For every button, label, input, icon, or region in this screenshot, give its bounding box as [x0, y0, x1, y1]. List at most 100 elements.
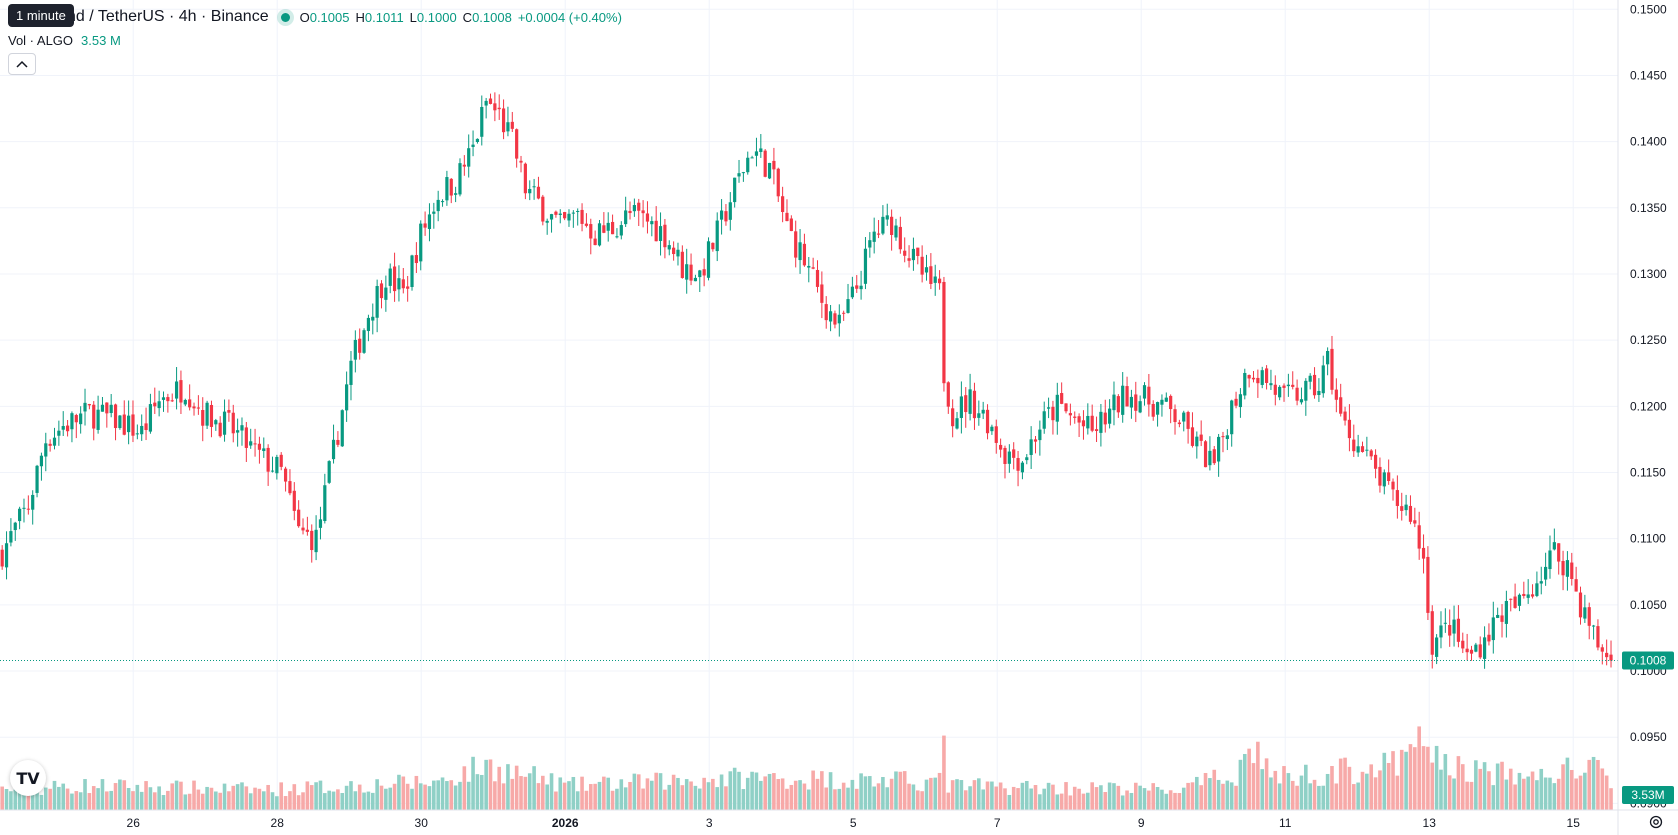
volume-bar — [545, 784, 549, 810]
volume-bar — [227, 791, 231, 810]
volume-bar — [340, 793, 345, 810]
last-volume-badge — [1622, 786, 1674, 804]
volume-bar — [240, 782, 244, 810]
candle-body — [1234, 398, 1238, 406]
volume-bar — [998, 782, 1003, 810]
candle-body — [663, 224, 667, 248]
candle-body — [1264, 368, 1269, 383]
volume-bar — [471, 756, 475, 810]
candle-body — [1469, 649, 1474, 654]
volume-bar — [248, 793, 253, 810]
volume-bar — [1304, 764, 1308, 810]
volume-bar — [719, 774, 724, 810]
volume-bar — [1495, 763, 1500, 810]
volume-bar — [270, 792, 275, 810]
candle-body — [689, 264, 693, 281]
candle-body — [964, 395, 968, 413]
volume-bar — [1434, 745, 1439, 810]
candle-body — [18, 508, 22, 522]
candle-body — [968, 389, 972, 414]
candle-body — [737, 173, 741, 177]
candle-body — [750, 157, 754, 159]
candle-body — [122, 414, 126, 435]
candle-body — [397, 278, 401, 290]
volume-bar — [362, 792, 366, 810]
volume-bar — [1460, 764, 1465, 810]
volume-bar — [724, 786, 728, 810]
volume-bar — [1465, 781, 1469, 810]
tradingview-logo-icon[interactable]: TV — [10, 760, 46, 796]
candle-body — [484, 100, 488, 106]
volume-bar — [440, 777, 445, 810]
candle-body — [1055, 394, 1059, 422]
candle-body — [1051, 406, 1055, 421]
candle-body — [240, 425, 244, 431]
candle-body — [916, 247, 920, 257]
candle-body — [292, 490, 296, 511]
candle-body — [1073, 416, 1077, 418]
candle-body — [406, 286, 410, 289]
candle-body — [515, 129, 519, 159]
volume-bar — [523, 776, 528, 810]
candle-body — [672, 247, 676, 255]
volume-label[interactable]: Vol · ALGO — [8, 33, 74, 48]
candle-body — [401, 279, 405, 289]
candle-body — [1339, 397, 1343, 414]
candle-body — [1094, 429, 1099, 432]
volume-bar — [1391, 751, 1395, 810]
candle-body — [1225, 435, 1229, 440]
candle-body — [536, 186, 541, 199]
candle-body — [392, 266, 397, 292]
volume-bar — [1029, 788, 1033, 810]
candle-body — [702, 269, 706, 276]
candle-body — [1522, 593, 1526, 597]
volume-bar — [645, 778, 650, 810]
candle-body — [1007, 451, 1011, 464]
volume-bar — [1033, 785, 1038, 810]
candle-body — [1186, 412, 1190, 429]
candle-body — [1360, 446, 1365, 452]
volume-bar — [462, 766, 467, 810]
candle-body — [266, 447, 270, 472]
volume-bar — [789, 784, 794, 810]
candle-body — [253, 443, 257, 445]
volume-bar — [759, 780, 763, 810]
price-tick-label: 0.1400 — [1630, 135, 1667, 149]
volume-bar — [1120, 795, 1125, 810]
volume-bar — [35, 787, 39, 810]
candle-body — [746, 157, 750, 173]
candle-body — [331, 439, 336, 460]
candle-body — [1029, 439, 1033, 455]
candle-body — [1256, 377, 1260, 384]
volume-bar — [1216, 779, 1221, 810]
volume-bar — [549, 773, 554, 810]
volume-bar — [571, 776, 576, 810]
candle-body — [711, 242, 715, 250]
candle-body — [257, 443, 262, 450]
volume-bar — [105, 791, 109, 810]
candle-body — [1343, 411, 1347, 421]
candle-body — [981, 409, 985, 414]
time-tick-label: 7 — [994, 816, 1001, 830]
candle-body — [1286, 384, 1290, 387]
candle-body — [1208, 450, 1212, 466]
price-tick-label: 0.1300 — [1630, 267, 1667, 281]
volume-bar — [715, 787, 720, 810]
volume-bar — [349, 781, 353, 810]
candle-body — [1217, 436, 1221, 462]
gear-icon[interactable] — [1648, 814, 1664, 830]
volume-bar — [1421, 746, 1426, 810]
symbol-title[interactable]: nd / TetherUS · 4h · Binance — [67, 8, 269, 25]
volume-bar — [1181, 787, 1186, 810]
volume-bar — [806, 789, 811, 810]
candle-body — [972, 390, 977, 419]
volume-bar — [994, 786, 999, 810]
volume-bar — [445, 781, 449, 810]
collapse-legend-button[interactable] — [8, 53, 36, 75]
candle-body — [876, 233, 881, 235]
candle-body — [894, 225, 898, 238]
volume-bar — [1543, 777, 1548, 810]
volume-bar — [981, 789, 985, 810]
